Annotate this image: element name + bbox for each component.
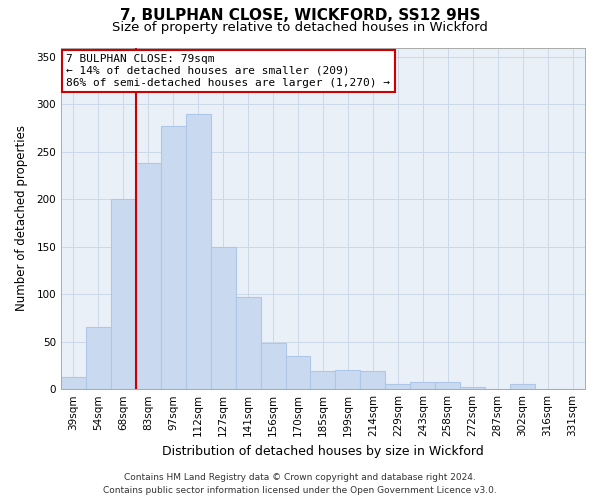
- Bar: [236, 297, 260, 389]
- Bar: [410, 382, 435, 389]
- Bar: [510, 384, 535, 389]
- Bar: [211, 247, 236, 389]
- Bar: [361, 371, 385, 389]
- Bar: [335, 370, 361, 389]
- Bar: [186, 114, 211, 389]
- Text: Contains HM Land Registry data © Crown copyright and database right 2024.
Contai: Contains HM Land Registry data © Crown c…: [103, 474, 497, 495]
- Bar: [136, 164, 161, 389]
- Bar: [286, 356, 310, 389]
- Text: 7, BULPHAN CLOSE, WICKFORD, SS12 9HS: 7, BULPHAN CLOSE, WICKFORD, SS12 9HS: [120, 8, 480, 22]
- Bar: [385, 384, 410, 389]
- Text: Size of property relative to detached houses in Wickford: Size of property relative to detached ho…: [112, 21, 488, 34]
- Bar: [61, 377, 86, 389]
- Bar: [460, 388, 485, 389]
- Y-axis label: Number of detached properties: Number of detached properties: [15, 126, 28, 312]
- Bar: [260, 342, 286, 389]
- Bar: [86, 328, 111, 389]
- X-axis label: Distribution of detached houses by size in Wickford: Distribution of detached houses by size …: [162, 444, 484, 458]
- Bar: [310, 371, 335, 389]
- Bar: [161, 126, 186, 389]
- Text: 7 BULPHAN CLOSE: 79sqm
← 14% of detached houses are smaller (209)
86% of semi-de: 7 BULPHAN CLOSE: 79sqm ← 14% of detached…: [66, 54, 390, 88]
- Bar: [111, 200, 136, 389]
- Bar: [435, 382, 460, 389]
